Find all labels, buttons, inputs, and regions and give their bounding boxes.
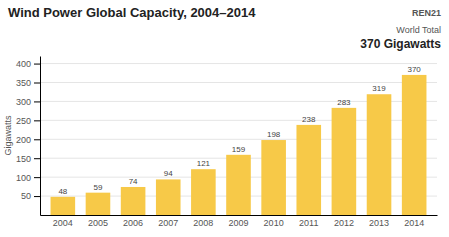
x-tick-label: 2012 — [334, 218, 354, 228]
y-tick-label: 50 — [21, 191, 31, 201]
data-label: 74 — [129, 177, 138, 186]
title: Wind Power Global Capacity, 2004–2014 — [8, 5, 256, 20]
data-label: 319 — [372, 84, 386, 93]
y-tick-label: 150 — [16, 154, 31, 164]
x-tick-label: 2011 — [299, 218, 318, 228]
x-tick: 2004 — [53, 218, 73, 228]
bar — [121, 187, 146, 215]
y-tick: 250 — [16, 116, 40, 126]
x-tick: 2013 — [369, 218, 389, 228]
y-tick-mark — [34, 101, 40, 102]
data-label: 238 — [302, 115, 316, 124]
x-axis: 2004 2005 2006 2007 2008 2009 2010 2011 2012 2013… — [41, 216, 438, 229]
y-axis: 50 100 150 200 250 300 350 400 — [16, 57, 41, 216]
annotation: 370 Gigawatts — [360, 37, 441, 51]
x-axis-line — [41, 215, 438, 216]
y-tick: 150 — [16, 154, 40, 164]
bar — [261, 140, 286, 215]
y-tick-mark — [34, 177, 40, 178]
y-axis-title: Gigawatts — [3, 115, 13, 156]
y-tick: 350 — [16, 78, 40, 88]
bar — [86, 193, 111, 215]
y-tick: 300 — [16, 97, 40, 107]
y-tick-label: 250 — [16, 116, 31, 126]
x-tick: 2006 — [123, 218, 143, 228]
annotations: REN21 World Total 370 Gigawatts — [360, 8, 441, 51]
x-tick: 2007 — [158, 218, 178, 228]
y-tick-mark — [34, 196, 40, 197]
y-tick-mark — [34, 139, 40, 140]
data-label: 94 — [164, 169, 173, 178]
annotation: REN21 — [412, 8, 441, 18]
y-tick-label: 350 — [16, 78, 31, 88]
bar — [191, 169, 216, 215]
data-labels: 48 59 74 94 121 159 198 238 283 319 370 — [58, 65, 421, 196]
y-tick-label: 100 — [16, 173, 31, 183]
y-tick-mark — [34, 83, 40, 84]
data-label: 198 — [267, 130, 281, 139]
x-tick-label: 2004 — [53, 218, 73, 228]
bar — [367, 94, 392, 215]
bar — [226, 155, 251, 215]
bar — [296, 125, 321, 215]
x-tick-label: 2008 — [193, 218, 213, 228]
x-tick-label: 2009 — [228, 218, 248, 228]
y-tick: 400 — [16, 59, 40, 69]
x-tick: 2014 — [404, 218, 424, 228]
annotation: World Total — [396, 25, 441, 35]
y-tick: 50 — [21, 191, 40, 201]
y-tick: 100 — [16, 173, 40, 183]
y-tick: 200 — [16, 135, 40, 145]
data-label: 283 — [337, 98, 351, 107]
bar — [402, 75, 427, 215]
x-tick-label: 2013 — [369, 218, 389, 228]
bar — [332, 108, 357, 215]
y-tick-mark — [34, 158, 40, 159]
y-tick-label: 400 — [16, 59, 31, 69]
bar — [51, 197, 76, 215]
grid-line — [40, 82, 437, 83]
x-tick: 2005 — [88, 218, 108, 228]
x-tick-label: 2007 — [158, 218, 178, 228]
chart-svg: 5010015020025030035040020042005200620072… — [0, 0, 449, 237]
data-label: 159 — [232, 145, 246, 154]
bar — [156, 179, 181, 215]
x-tick: 2008 — [193, 218, 213, 228]
y-tick-label: 300 — [16, 97, 31, 107]
x-tick: 2011 — [299, 218, 318, 228]
x-tick-label: 2006 — [123, 218, 143, 228]
y-tick-mark — [34, 120, 40, 121]
plot-area — [51, 75, 427, 215]
x-tick-label: 2005 — [88, 218, 108, 228]
x-tick-label: 2010 — [264, 218, 284, 228]
chart-container: 5010015020025030035040020042005200620072… — [0, 0, 449, 237]
y-tick-label: 200 — [16, 135, 31, 145]
x-tick: 2012 — [334, 218, 354, 228]
data-label: 370 — [407, 65, 421, 74]
x-tick-label: 2014 — [404, 218, 424, 228]
data-label: 48 — [58, 187, 67, 196]
y-tick-mark — [34, 64, 40, 65]
x-tick: 2009 — [228, 218, 248, 228]
y-axis-line — [40, 57, 41, 216]
data-label: 59 — [94, 183, 103, 192]
grid-line — [40, 63, 437, 64]
x-tick: 2010 — [264, 218, 284, 228]
data-label: 121 — [197, 159, 211, 168]
